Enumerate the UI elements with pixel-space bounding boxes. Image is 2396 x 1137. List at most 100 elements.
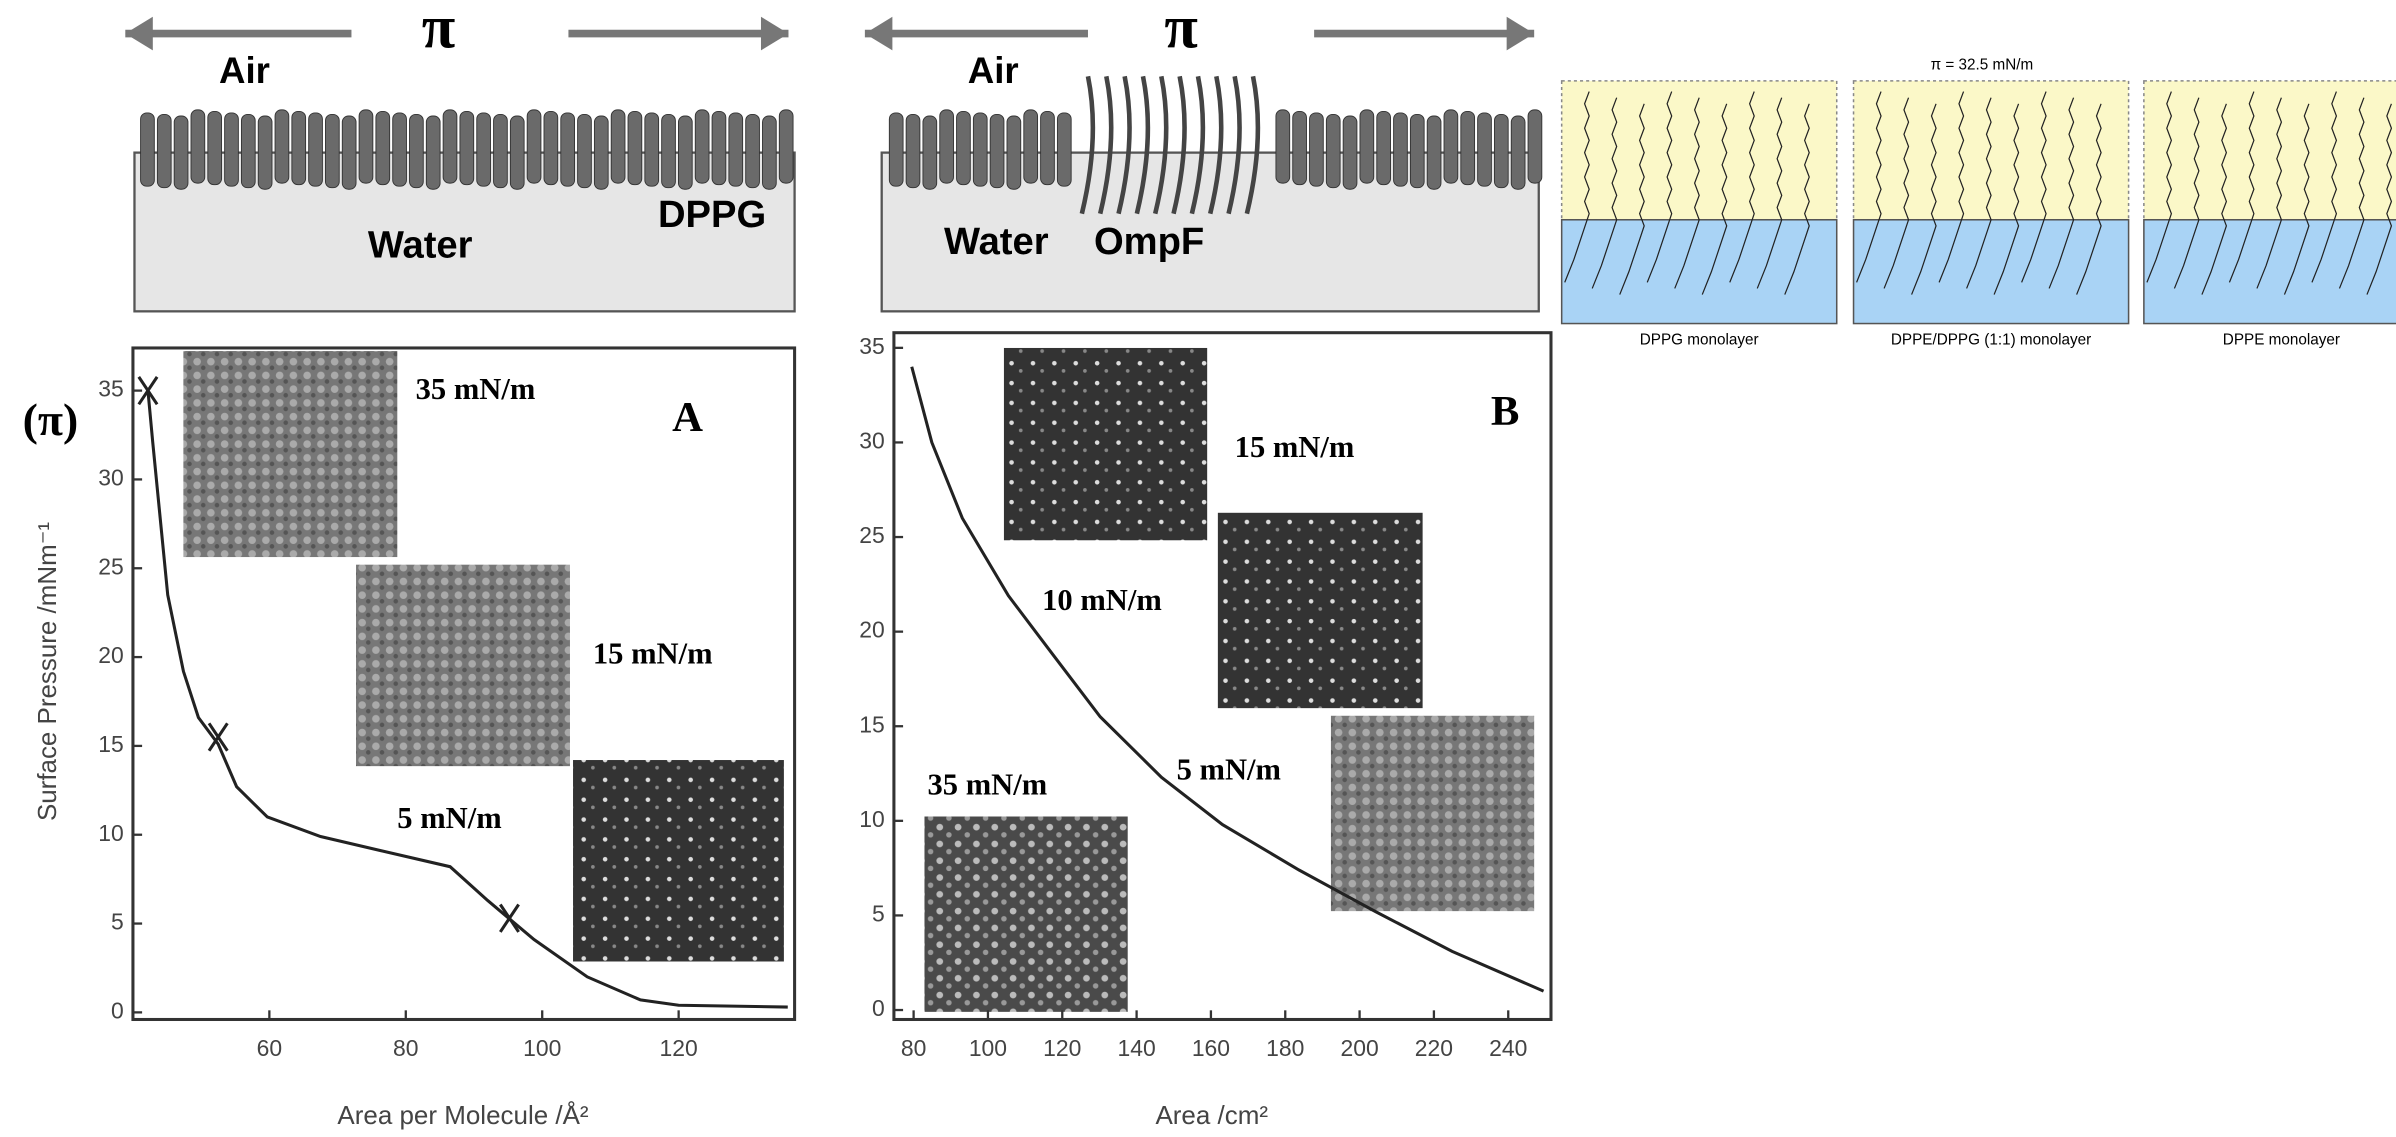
protein (1116, 75, 1132, 215)
air-region (1560, 80, 1838, 221)
lipid (1527, 109, 1543, 184)
protein (1171, 75, 1187, 215)
x-tick-label: 60 (257, 1035, 282, 1061)
lipid-chain (1564, 91, 1590, 283)
lipid (476, 112, 491, 187)
y-tick-label: 35 (98, 376, 123, 402)
panel-label: B (1491, 388, 1520, 435)
lipid (274, 109, 290, 184)
lipid-chain (1674, 97, 1700, 289)
arrow-head (760, 16, 789, 51)
lipid (1292, 110, 1307, 186)
lipid (888, 112, 904, 187)
lipid (240, 114, 256, 189)
y-tick-label: 15 (859, 711, 884, 737)
lipid (224, 112, 239, 187)
y-tick-label: 10 (859, 806, 884, 832)
monolayer-label: DPPG monolayer (1640, 331, 1759, 348)
x-tick-label: 120 (660, 1035, 698, 1061)
lipid (972, 112, 988, 187)
lipid (1426, 115, 1442, 190)
arrow-head (1506, 16, 1535, 51)
lipid (1056, 112, 1072, 187)
molecule-label: OmpF (1094, 220, 1204, 263)
pressure-annotation: 10 mN/m (1042, 583, 1162, 617)
lipid (1460, 110, 1476, 186)
lipid (1510, 115, 1526, 190)
lipid (1006, 115, 1022, 190)
x-tick-label: 100 (523, 1035, 561, 1061)
pressure-label: π = 32.5 mN/m (1931, 57, 2034, 74)
cross-marker (137, 376, 159, 406)
lipid-chain (1966, 97, 1992, 289)
cross-marker (207, 722, 229, 752)
curve (146, 390, 788, 1009)
lipid-chain (1938, 91, 1965, 283)
lipid (341, 115, 357, 190)
y-tick-label: 5 (111, 909, 124, 935)
water-region (2143, 219, 2396, 325)
lipid-chain (2366, 103, 2393, 295)
lipid (745, 114, 760, 189)
lipid (1023, 109, 1039, 184)
lipid (1040, 110, 1055, 186)
lipid-chain (1619, 103, 1645, 295)
y-tick-label: 5 (872, 900, 885, 926)
lipid-chain (1729, 91, 1755, 283)
lipid (922, 115, 938, 190)
water-label: Water (944, 220, 1049, 263)
lipid (459, 110, 475, 186)
y-tick-label: 25 (859, 522, 884, 548)
lipid (711, 110, 727, 186)
lipid-chain (2201, 103, 2228, 295)
lipid (1493, 114, 1509, 189)
artwork (125, 16, 2396, 1012)
y-tick-label: 30 (859, 427, 884, 453)
lipid (325, 114, 340, 189)
micrograph (573, 760, 784, 962)
lipid (358, 109, 374, 184)
lipid-chain (2146, 91, 2173, 283)
lipid-chain (1701, 103, 1728, 295)
air-region (1852, 80, 2130, 221)
lipid-chain (1856, 91, 1882, 283)
lipid (644, 112, 660, 187)
lipid (392, 112, 407, 187)
monolayer-label: DPPE monolayer (2223, 331, 2340, 348)
lipid (1275, 109, 1291, 184)
lipid-chain (1756, 97, 1783, 289)
lipid (425, 115, 441, 190)
lipid (627, 110, 643, 186)
lipid (375, 110, 391, 186)
lipid (291, 110, 307, 186)
lipid (509, 115, 525, 190)
protein (1244, 75, 1261, 215)
lipid (905, 114, 921, 189)
x-tick-label: 140 (1117, 1035, 1155, 1061)
x-tick-label: 80 (901, 1035, 926, 1061)
lipid-chain (2021, 91, 2047, 283)
lipid (678, 115, 693, 190)
lipid (778, 109, 794, 184)
lipid (409, 114, 424, 189)
x-tick-label: 200 (1340, 1035, 1378, 1061)
lipid (1477, 112, 1492, 187)
lipid-chain (1646, 91, 1673, 283)
air-label: Air (968, 50, 1019, 91)
pressure-annotation: 15 mN/m (1235, 430, 1355, 464)
micrograph (1003, 347, 1208, 541)
lipid-chain (1911, 103, 1937, 295)
lipid (526, 109, 542, 184)
lipid (1393, 112, 1408, 187)
pi-symbol: π (1164, 0, 1197, 62)
y-tick-label: 30 (98, 464, 123, 490)
air-label: Air (219, 50, 270, 91)
micrograph (1217, 512, 1423, 709)
pressure-annotation: 5 mN/m (397, 801, 501, 835)
lipid-chain (1993, 103, 2020, 295)
micrograph (924, 816, 1128, 1012)
protein (1134, 75, 1151, 215)
x-tick-label: 240 (1489, 1035, 1527, 1061)
lipid (1309, 112, 1324, 187)
pressure-annotation: 35 mN/m (416, 372, 536, 406)
